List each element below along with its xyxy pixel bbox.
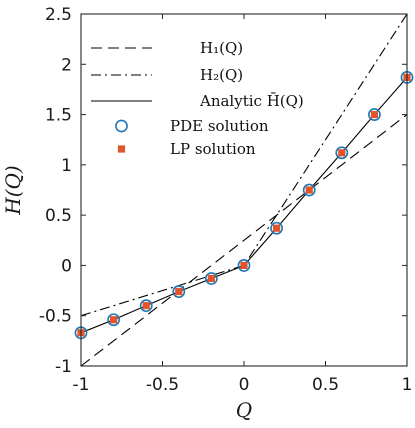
pde-point-1 xyxy=(107,313,120,327)
x-tick-label: 0 xyxy=(239,375,250,395)
x-tick-label: 1 xyxy=(402,375,413,395)
axis-ticks: -1 -0.5 0 0.5 1 -1 -0.5 0 0.5 1 1.5 2 2.5 xyxy=(39,5,413,395)
legend-label-2: Analytic H̄(Q) xyxy=(199,92,304,110)
legend-swatch-4 xyxy=(117,145,126,153)
pde-point-8 xyxy=(335,146,349,160)
legend-label-4: LP solution xyxy=(170,140,256,158)
pde-point-3 xyxy=(172,285,186,298)
pde-point-4 xyxy=(204,272,218,285)
y-axis-title: H(Q) xyxy=(1,165,25,215)
legend-label-0: H₁(Q) xyxy=(200,39,243,57)
x-tick-label: -1 xyxy=(73,375,90,395)
lp-point-6 xyxy=(273,224,281,232)
plot-background xyxy=(81,14,407,366)
lp-point-3 xyxy=(175,287,183,296)
pde-point-6 xyxy=(270,221,283,235)
y-tick-label: 2.5 xyxy=(45,5,72,25)
legend-label-1: H₂(Q) xyxy=(200,66,243,84)
lp-point-2 xyxy=(142,302,150,310)
lp-point-7 xyxy=(305,186,313,194)
lp-point-5 xyxy=(240,261,248,270)
y-tick-label: 1.5 xyxy=(45,106,72,126)
pde-point-5 xyxy=(237,259,251,272)
legend: H₁(Q) H₂(Q) Analytic H̄(Q) PDE solution LP s… xyxy=(91,39,304,158)
lp-point-8 xyxy=(338,149,346,157)
lp-point-4 xyxy=(207,274,215,283)
x-tick-label: 0.5 xyxy=(312,375,339,395)
y-tick-label: -1 xyxy=(55,357,72,377)
x-tick-label: -0.5 xyxy=(146,375,179,395)
x-axis-title: Q xyxy=(236,398,252,422)
series-line-0 xyxy=(80,114,408,367)
lp-point-1 xyxy=(110,316,118,324)
legend-swatch-3 xyxy=(115,119,128,133)
y-tick-label: 0 xyxy=(61,256,72,276)
pde-point-9 xyxy=(367,108,381,121)
lp-point-9 xyxy=(370,110,378,119)
pde-point-7 xyxy=(302,183,316,197)
y-tick-label: 0.5 xyxy=(45,206,72,226)
legend-label-3: PDE solution xyxy=(170,117,269,135)
pde-point-2 xyxy=(139,299,153,313)
y-tick-label: 2 xyxy=(61,55,72,75)
y-tick-label: 1 xyxy=(61,156,72,176)
y-tick-label: -0.5 xyxy=(39,307,72,327)
